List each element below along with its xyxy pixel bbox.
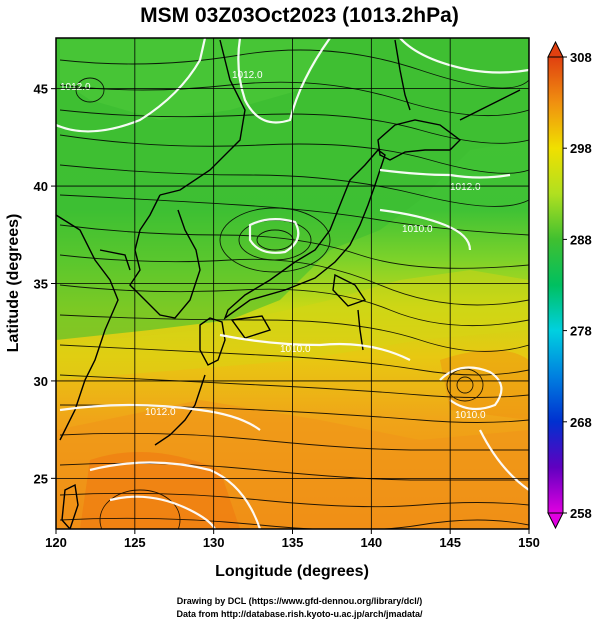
- colorbar-tick-label: 258: [570, 506, 592, 521]
- x-tick-label: 140: [360, 535, 382, 550]
- y-tick-label: 40: [34, 179, 48, 194]
- colorbar-upper-arrow: [547, 40, 564, 58]
- isobar-label: 1010.0: [402, 224, 433, 235]
- x-tick-label: 130: [203, 535, 225, 550]
- y-tick-label: 35: [34, 277, 48, 292]
- x-axis-title: Longitude (degrees): [215, 563, 369, 580]
- isobars: [56, 38, 529, 529]
- colorbar-scale: [547, 56, 564, 514]
- colorbar-tick-label: 278: [570, 324, 592, 339]
- colorbar-lower-arrow: [547, 512, 564, 530]
- colorbar-tick-label: 268: [570, 415, 592, 430]
- x-tick-label: 125: [124, 535, 146, 550]
- y-tick-label: 45: [34, 82, 48, 97]
- y-axis: 25 30 35 40 45: [34, 82, 56, 486]
- isobar-label: 1012.0: [450, 182, 481, 193]
- colorbar: 258 268 278 288 298 308: [547, 40, 592, 530]
- page-title: MSM 03Z03Oct2023 (1013.2hPa): [140, 4, 459, 27]
- x-tick-label: 120: [45, 535, 67, 550]
- credit-data: Data from http://database.rish.kyoto-u.a…: [176, 609, 423, 619]
- colorbar-tick-label: 298: [570, 141, 592, 156]
- y-tick-label: 30: [34, 374, 48, 389]
- isobar-label: 1010.0: [455, 410, 486, 421]
- isobar-label: 1012.0: [60, 82, 91, 93]
- isobar-label: 1012.0: [232, 70, 263, 81]
- x-tick-label: 150: [518, 535, 540, 550]
- y-tick-label: 25: [34, 471, 48, 486]
- x-axis: 120 125 130 135 140 145 150: [45, 529, 540, 550]
- isobar-label: 1010.0: [280, 344, 311, 355]
- isobar-label: 1012.0: [145, 407, 176, 418]
- lat-lon-grid: [56, 38, 529, 529]
- isobar-labels: 1012.0 1012.0 1010.0 1010.0 1012.0 1010.…: [60, 70, 486, 421]
- x-tick-label: 145: [439, 535, 461, 550]
- credit-drawing: Drawing by DCL (https://www.gfd-dennou.o…: [176, 596, 423, 606]
- streamlines: [59, 49, 529, 529]
- colorbar-tick-label: 308: [570, 50, 592, 65]
- x-tick-label: 135: [282, 535, 304, 550]
- y-axis-title: Latitude (degrees): [5, 214, 22, 353]
- colorbar-tick-label: 288: [570, 232, 592, 247]
